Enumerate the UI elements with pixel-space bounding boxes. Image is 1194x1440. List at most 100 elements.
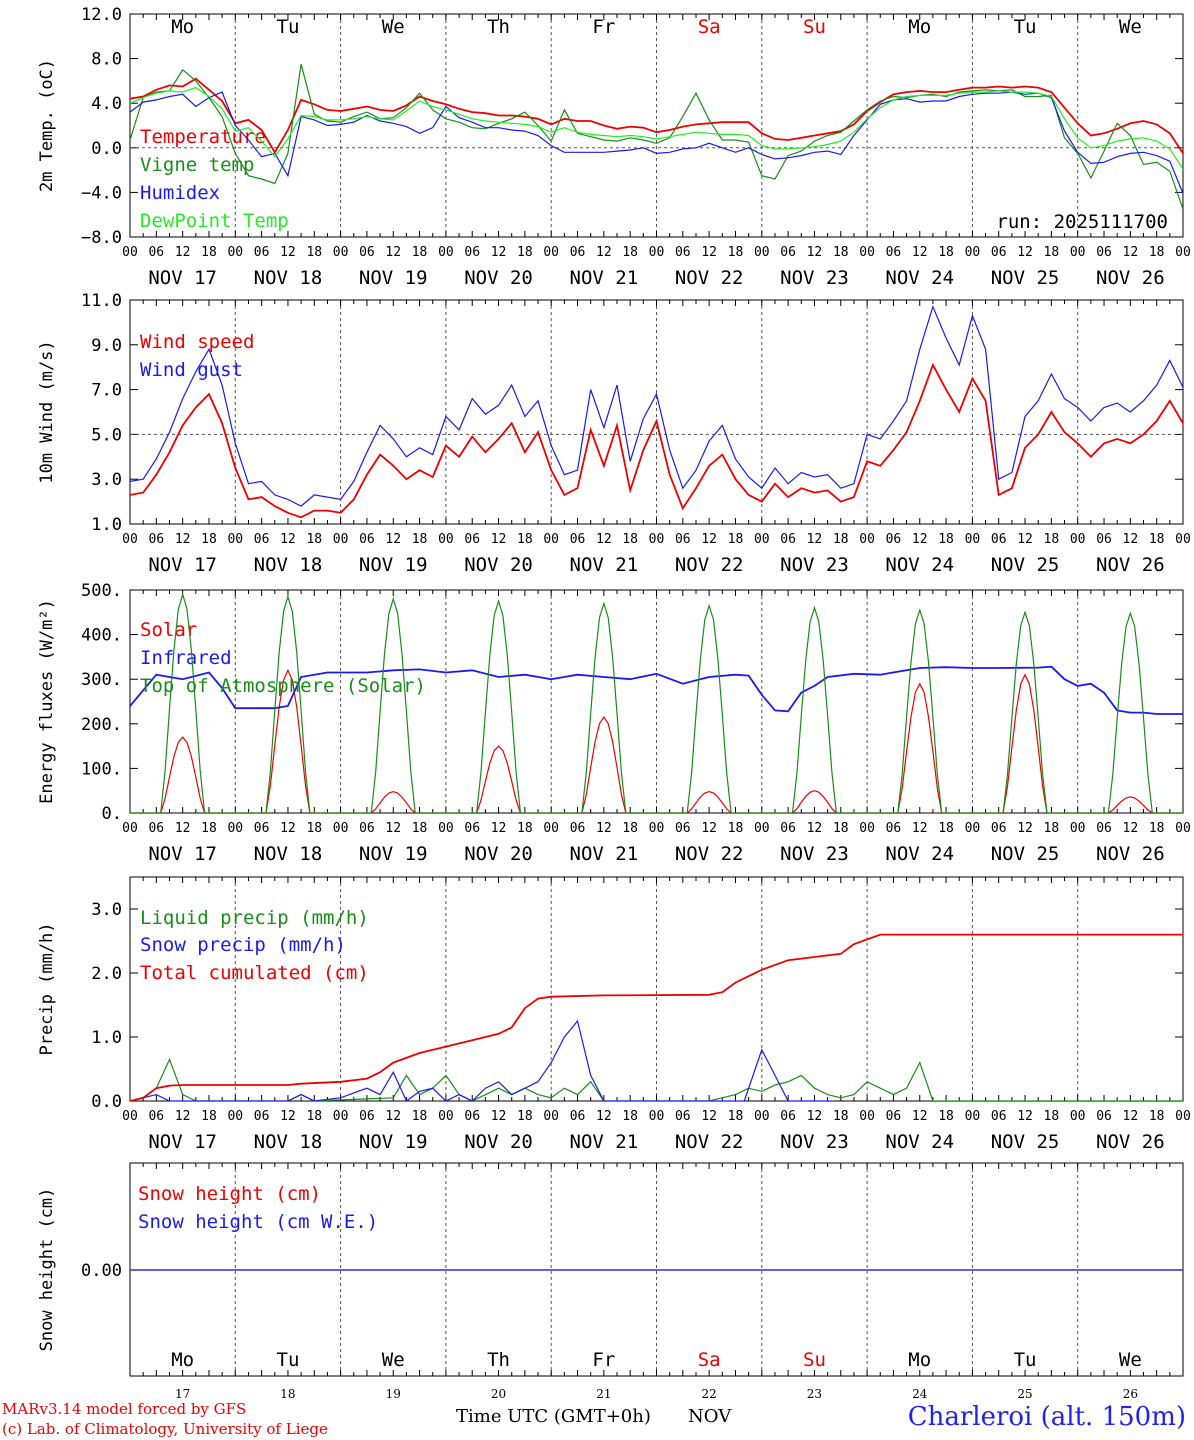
- weekday-label: We: [1119, 1349, 1142, 1371]
- hour-tick-label: 06: [886, 532, 902, 547]
- hour-tick-label: 06: [570, 532, 586, 547]
- date-label: NOV 24: [885, 1131, 954, 1153]
- date-label: NOV 24: [885, 267, 954, 289]
- hour-tick-label: 00: [333, 532, 349, 547]
- hour-tick-label: 12: [491, 532, 507, 547]
- hour-tick-label: 00: [649, 245, 665, 260]
- y-axis-label: Energy fluxes (W/m²): [37, 599, 57, 804]
- weekday-label: Mo: [908, 1349, 931, 1371]
- y-tick-label: 7.0: [91, 381, 122, 401]
- hour-tick-label: 12: [596, 1109, 612, 1124]
- hour-tick-label: 18: [1149, 821, 1165, 836]
- hour-tick-label: 12: [491, 245, 507, 260]
- hour-tick-label: 00: [1175, 532, 1191, 547]
- hour-tick-label: 18: [201, 245, 217, 260]
- panel-frame: [129, 589, 1184, 814]
- hour-tick-label: 06: [570, 245, 586, 260]
- y-tick-label: 300.: [81, 670, 122, 690]
- hour-tick-label: 12: [280, 245, 296, 260]
- date-label: NOV 25: [991, 554, 1060, 576]
- hour-tick-label: 06: [464, 245, 480, 260]
- day-number-label: 23: [807, 1387, 822, 1401]
- hour-tick-label: 12: [701, 532, 717, 547]
- hour-tick-label: 12: [1017, 245, 1033, 260]
- series-line-solar: [130, 668, 1183, 813]
- hour-tick-label: 12: [596, 532, 612, 547]
- hour-tick-label: 00: [122, 821, 138, 836]
- hour-tick-label: 18: [622, 1109, 638, 1124]
- hour-tick-label: 18: [1044, 821, 1060, 836]
- hour-tick-label: 00: [965, 1109, 981, 1124]
- hour-tick-label: 18: [938, 245, 954, 260]
- weekday-label: Sa: [698, 1349, 721, 1371]
- day-number-label: 21: [596, 1387, 611, 1401]
- hour-tick-label: 00: [543, 532, 559, 547]
- hour-tick-label: 12: [175, 245, 191, 260]
- weekday-label: Mo: [171, 16, 194, 38]
- date-label: NOV 23: [780, 267, 849, 289]
- hour-tick-label: 18: [833, 1109, 849, 1124]
- y-tick-label: −8.0: [81, 228, 122, 248]
- legend-liquid-precip-mm-h-: Liquid precip (mm/h): [140, 907, 369, 929]
- hour-tick-label: 00: [333, 245, 349, 260]
- hour-tick-label: 12: [280, 821, 296, 836]
- weekday-label: We: [382, 16, 405, 38]
- legend-snow-height-cm-: Snow height (cm): [138, 1183, 321, 1205]
- hour-tick-label: 00: [438, 1109, 454, 1124]
- date-label: NOV 21: [570, 267, 639, 289]
- date-label: NOV 18: [254, 267, 323, 289]
- hour-tick-label: 06: [886, 1109, 902, 1124]
- y-tick-label: 8.0: [91, 50, 122, 70]
- hour-tick-label: 12: [175, 821, 191, 836]
- hour-tick-label: 18: [833, 821, 849, 836]
- hour-tick-label: 12: [280, 1109, 296, 1124]
- y-tick-label: 500.: [81, 581, 122, 601]
- y-axis-label: Precip (mm/h): [37, 922, 57, 1055]
- y-axis-label: 10m Wind (m/s): [37, 340, 57, 483]
- hour-tick-label: 12: [807, 1109, 823, 1124]
- date-label: NOV 25: [991, 843, 1060, 865]
- hour-tick-label: 00: [1175, 1109, 1191, 1124]
- day-number-label: 19: [386, 1387, 401, 1401]
- date-label: NOV 17: [148, 554, 217, 576]
- hour-tick-label: 18: [938, 1109, 954, 1124]
- hour-tick-label: 18: [622, 821, 638, 836]
- series-line-top-of-atmosphere-solar-: [130, 592, 1183, 813]
- y-tick-label: 1.0: [91, 1028, 122, 1048]
- hour-tick-label: 06: [148, 1109, 164, 1124]
- weekday-label: Tu: [277, 16, 300, 38]
- hour-tick-label: 12: [385, 532, 401, 547]
- hour-tick-label: 12: [1017, 532, 1033, 547]
- series-line-humidex: [130, 91, 1183, 195]
- hour-tick-label: 00: [227, 1109, 243, 1124]
- series-line-total-cumulated-cm-: [130, 933, 1183, 1101]
- hour-tick-label: 00: [965, 821, 981, 836]
- date-label: NOV 23: [780, 843, 849, 865]
- hour-tick-label: 12: [491, 1109, 507, 1124]
- hour-tick-label: 06: [886, 245, 902, 260]
- weekday-label: Tu: [1014, 1349, 1037, 1371]
- hour-tick-label: 18: [622, 245, 638, 260]
- run-label: run: 2025111700: [996, 211, 1168, 233]
- hour-tick-label: 00: [965, 532, 981, 547]
- day-number-label: 24: [912, 1387, 928, 1401]
- hour-tick-label: 00: [859, 821, 875, 836]
- hour-tick-label: 00: [438, 532, 454, 547]
- hour-tick-label: 00: [1070, 532, 1086, 547]
- hour-tick-label: 06: [780, 821, 796, 836]
- hour-tick-label: 18: [938, 821, 954, 836]
- hour-tick-label: 06: [991, 532, 1007, 547]
- weekday-label: Mo: [171, 1349, 194, 1371]
- hour-tick-label: 18: [728, 245, 744, 260]
- y-tick-label: 0.0: [91, 1092, 122, 1112]
- date-label: NOV 24: [885, 554, 954, 576]
- date-label: NOV 17: [148, 267, 217, 289]
- hour-tick-label: 00: [543, 245, 559, 260]
- hour-tick-label: 00: [438, 821, 454, 836]
- y-tick-label: 5.0: [91, 425, 122, 445]
- weekday-label: Fr: [592, 16, 615, 38]
- weekday-label: Th: [487, 16, 510, 38]
- legend-wind-gust: Wind gust: [140, 359, 243, 381]
- date-label: NOV 20: [464, 267, 533, 289]
- hour-tick-label: 06: [464, 821, 480, 836]
